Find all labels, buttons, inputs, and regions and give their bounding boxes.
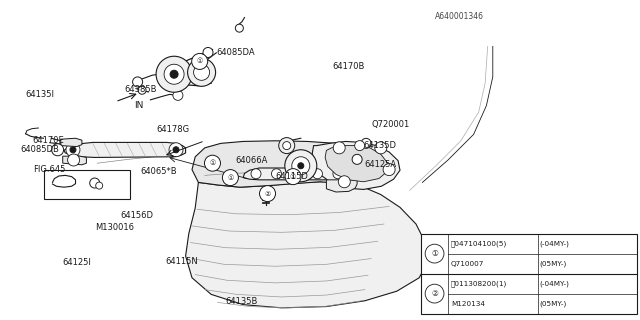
Circle shape [138, 86, 146, 94]
Circle shape [192, 53, 208, 69]
Text: (-04MY-): (-04MY-) [540, 280, 570, 287]
Text: (05MY-): (05MY-) [540, 260, 567, 267]
Circle shape [361, 138, 371, 148]
Text: Q710007: Q710007 [451, 260, 484, 267]
Circle shape [164, 64, 184, 84]
Circle shape [70, 147, 76, 153]
Text: 64178G: 64178G [157, 125, 190, 134]
Text: ①: ① [290, 174, 296, 180]
Polygon shape [312, 141, 400, 189]
Circle shape [383, 164, 395, 176]
Circle shape [52, 144, 63, 156]
Polygon shape [61, 138, 82, 147]
Polygon shape [186, 182, 428, 308]
Text: 64170E: 64170E [32, 136, 64, 145]
Text: IN: IN [134, 101, 144, 110]
Text: 64115N: 64115N [165, 257, 198, 266]
Circle shape [312, 169, 323, 179]
Text: (05MY-): (05MY-) [540, 300, 567, 307]
Text: (-04MY-): (-04MY-) [540, 240, 570, 247]
Circle shape [355, 140, 365, 151]
Circle shape [292, 169, 302, 179]
Circle shape [173, 90, 183, 100]
Circle shape [283, 141, 291, 150]
Text: 64085DB: 64085DB [20, 145, 60, 154]
Text: 64125I: 64125I [63, 258, 92, 267]
Text: 64085DA: 64085DA [216, 48, 255, 57]
Polygon shape [192, 141, 394, 187]
Polygon shape [243, 168, 372, 180]
Circle shape [352, 154, 362, 164]
Circle shape [425, 244, 444, 263]
Circle shape [333, 142, 345, 154]
Circle shape [292, 157, 310, 175]
Circle shape [170, 70, 178, 78]
Circle shape [425, 284, 444, 303]
Circle shape [194, 64, 210, 80]
Circle shape [236, 24, 243, 32]
Text: Ⓒ011308200(1): Ⓒ011308200(1) [451, 280, 508, 287]
Circle shape [96, 182, 102, 189]
Circle shape [188, 58, 216, 86]
Circle shape [203, 47, 213, 58]
Circle shape [353, 169, 364, 179]
Circle shape [68, 154, 79, 166]
Circle shape [205, 155, 221, 171]
Circle shape [223, 170, 239, 186]
Text: 64135I: 64135I [26, 90, 54, 99]
Circle shape [132, 77, 143, 87]
Text: FIG.645: FIG.645 [33, 165, 66, 174]
Text: Q720001: Q720001 [371, 120, 410, 129]
Text: 64156D: 64156D [120, 211, 154, 220]
Circle shape [173, 147, 179, 153]
Circle shape [333, 169, 343, 179]
Circle shape [279, 138, 295, 154]
Text: M120134: M120134 [451, 300, 485, 307]
Text: 64066A: 64066A [236, 156, 268, 165]
Circle shape [285, 150, 317, 182]
Text: Ⓢ047104100(5): Ⓢ047104100(5) [451, 240, 508, 247]
Text: ②: ② [431, 289, 438, 298]
Text: ②: ② [264, 191, 271, 196]
Circle shape [375, 142, 387, 154]
Bar [44, 170, 130, 199]
Polygon shape [63, 156, 86, 165]
Polygon shape [325, 146, 387, 182]
Text: 64115D: 64115D [275, 172, 308, 180]
Text: M130016: M130016 [95, 223, 134, 232]
Text: ①: ① [196, 59, 203, 64]
Text: A640001346: A640001346 [435, 12, 484, 21]
Circle shape [90, 178, 100, 188]
Circle shape [298, 163, 304, 169]
Text: 64170B: 64170B [333, 62, 365, 71]
Text: ①: ① [209, 160, 216, 166]
Circle shape [260, 186, 276, 202]
Polygon shape [64, 142, 186, 157]
Text: 64065*B: 64065*B [141, 167, 177, 176]
Text: 64135B: 64135B [225, 297, 258, 306]
Bar [421, 234, 637, 314]
Text: 64135D: 64135D [364, 141, 397, 150]
Circle shape [339, 176, 350, 188]
Circle shape [169, 143, 183, 157]
Circle shape [66, 143, 80, 157]
Text: 64125A: 64125A [365, 160, 397, 169]
Text: 64385B: 64385B [125, 85, 157, 94]
Text: ①: ① [227, 175, 234, 180]
Circle shape [156, 56, 192, 92]
Circle shape [251, 169, 261, 179]
Text: ①: ① [431, 249, 438, 258]
Circle shape [285, 169, 301, 185]
Circle shape [271, 169, 282, 179]
Polygon shape [326, 180, 357, 192]
